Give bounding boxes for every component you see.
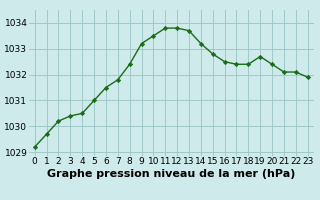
X-axis label: Graphe pression niveau de la mer (hPa): Graphe pression niveau de la mer (hPa) — [47, 169, 295, 179]
